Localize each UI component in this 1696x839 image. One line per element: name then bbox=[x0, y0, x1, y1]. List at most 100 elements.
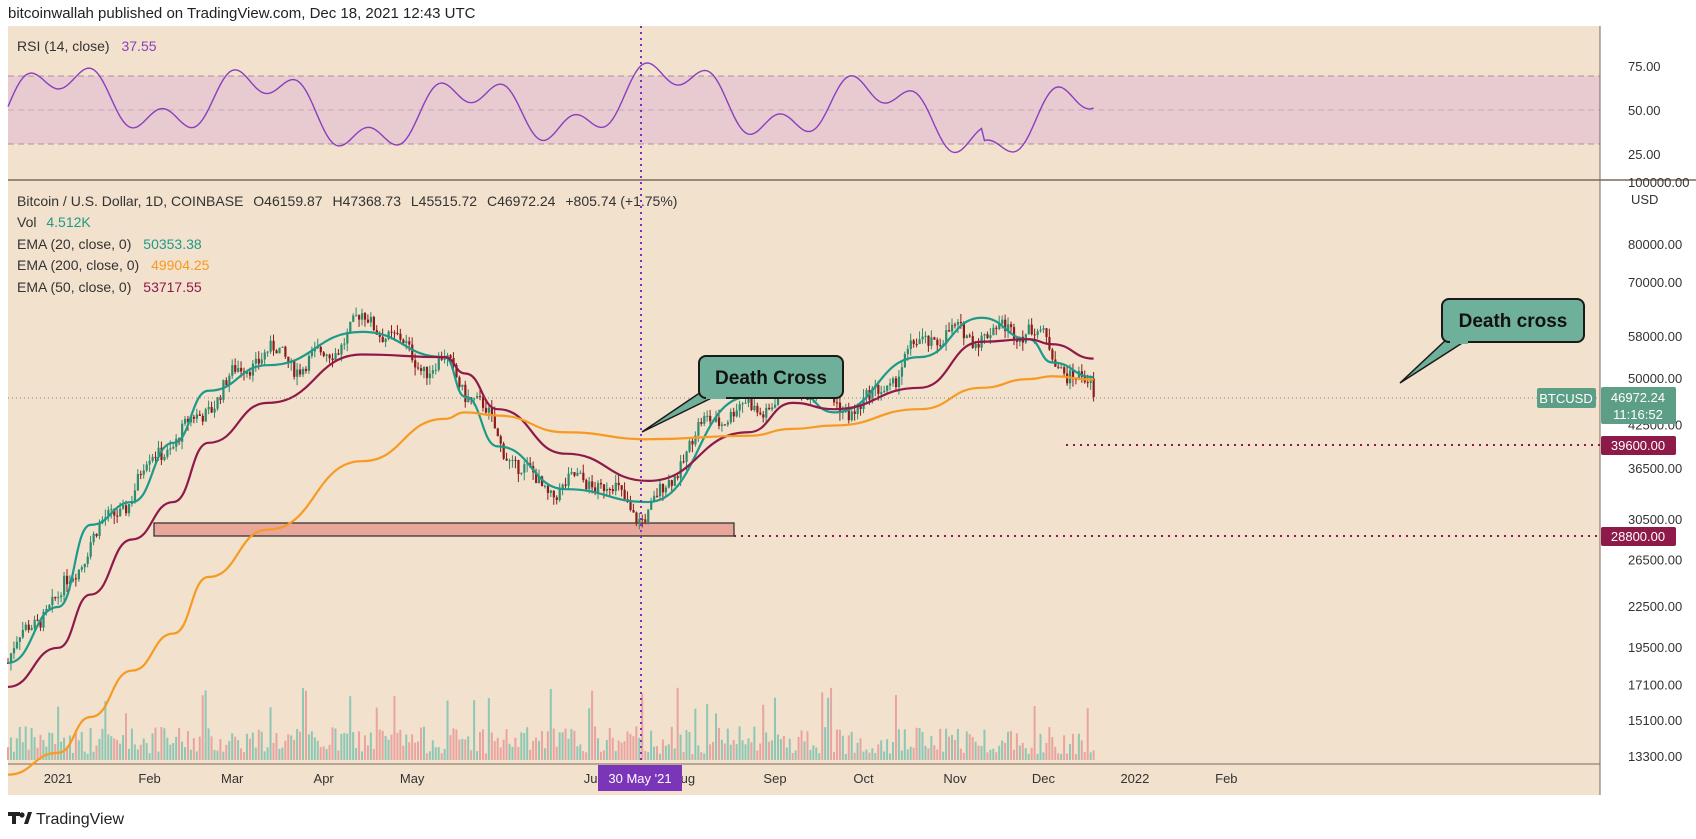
volume-bar bbox=[948, 736, 951, 760]
candle-body bbox=[302, 368, 305, 375]
candle-body bbox=[493, 414, 496, 429]
volume-bar bbox=[883, 751, 886, 760]
candle-body bbox=[900, 367, 904, 377]
volume-bar bbox=[266, 747, 269, 760]
candle-body bbox=[66, 575, 69, 585]
ema20-label: EMA (20, close, 0) bbox=[17, 236, 131, 252]
candle-body bbox=[257, 358, 260, 364]
volume-bar bbox=[302, 688, 304, 760]
candle-body bbox=[334, 353, 337, 361]
price-axis-top: 100000.00 bbox=[1628, 175, 1689, 190]
candle-body bbox=[653, 495, 656, 502]
candle-body bbox=[676, 476, 679, 479]
time-axis-label: Apr bbox=[314, 771, 335, 786]
volume-bar bbox=[797, 736, 800, 760]
rsi-axis-50: 50.00 bbox=[1628, 103, 1661, 118]
volume-bar bbox=[151, 733, 154, 760]
volume-bar bbox=[189, 749, 192, 760]
candle-body bbox=[765, 407, 768, 418]
volume-bar bbox=[936, 749, 939, 760]
candle-body bbox=[48, 605, 51, 609]
candle-body bbox=[449, 355, 452, 358]
candle-body bbox=[741, 403, 744, 405]
price-axis-label: 17100.00 bbox=[1628, 677, 1682, 692]
candle-body bbox=[420, 368, 423, 372]
volume-bar bbox=[1092, 750, 1095, 760]
time-axis-label: Dec bbox=[1032, 771, 1056, 786]
candle-body bbox=[591, 481, 594, 488]
candle-body bbox=[12, 648, 16, 654]
volume-bar bbox=[387, 739, 390, 760]
volume-bar bbox=[815, 747, 818, 760]
candle-body bbox=[184, 418, 187, 424]
ema50-value: 53717.55 bbox=[143, 279, 202, 295]
volume-bar bbox=[921, 732, 924, 760]
volume-bar bbox=[874, 753, 877, 760]
candle-body bbox=[717, 417, 721, 426]
candle-body bbox=[558, 488, 561, 500]
volume-bar bbox=[588, 708, 591, 760]
volume-bar bbox=[594, 726, 597, 760]
volume-bar bbox=[127, 748, 130, 760]
candle-body bbox=[455, 364, 458, 378]
volume-bar bbox=[753, 726, 756, 760]
volume-bar bbox=[856, 742, 859, 760]
volume-bars bbox=[7, 687, 1095, 760]
volume-bar bbox=[204, 690, 207, 760]
candle-body bbox=[1036, 331, 1039, 336]
volume-bar bbox=[517, 747, 520, 760]
volume-bar bbox=[163, 728, 166, 760]
candle-body bbox=[260, 359, 263, 364]
volume-bar bbox=[962, 752, 965, 760]
candle-body bbox=[18, 637, 21, 642]
candle-body bbox=[139, 474, 142, 476]
volume-bar bbox=[759, 743, 762, 760]
volume-bar bbox=[939, 728, 942, 760]
volume-bar bbox=[71, 752, 74, 760]
volume-bar bbox=[614, 751, 617, 760]
candle-body bbox=[237, 367, 240, 372]
candle-body bbox=[248, 371, 252, 376]
volume-bar bbox=[434, 747, 437, 760]
candle-body bbox=[859, 406, 862, 410]
volume-bar bbox=[92, 751, 95, 760]
candle-body bbox=[1027, 324, 1030, 335]
candle-body bbox=[992, 327, 995, 336]
candle-body bbox=[440, 356, 443, 360]
candle-body bbox=[254, 358, 257, 364]
volume-bar bbox=[514, 737, 517, 760]
ohlc-low: L45515.72 bbox=[411, 193, 477, 209]
volume-bar bbox=[717, 727, 720, 760]
candle-body bbox=[434, 369, 437, 371]
candle-body bbox=[181, 423, 184, 442]
volume-bar bbox=[107, 734, 110, 760]
volume-bar bbox=[965, 731, 968, 760]
candle-body bbox=[909, 340, 912, 349]
candle-body bbox=[886, 385, 889, 391]
volume-bar bbox=[647, 752, 650, 760]
candle-body bbox=[523, 464, 526, 473]
candle-body bbox=[86, 556, 89, 564]
candle-body bbox=[912, 340, 915, 344]
candle-body bbox=[918, 339, 921, 345]
volume-bar bbox=[980, 746, 983, 760]
volume-bar bbox=[644, 750, 647, 760]
volume-bar bbox=[420, 727, 422, 760]
volume-bar bbox=[774, 697, 776, 760]
volume-bar bbox=[706, 703, 709, 760]
candle-body bbox=[1010, 324, 1013, 328]
volume-bar bbox=[24, 726, 27, 760]
candle-body bbox=[63, 575, 66, 596]
candle-body bbox=[437, 356, 440, 370]
publisher-line: bitcoinwallah published on TradingView.c… bbox=[8, 5, 476, 22]
volume-bar bbox=[732, 739, 735, 760]
volume-bar bbox=[591, 690, 594, 760]
candle-body bbox=[160, 447, 163, 460]
death-cross-callout-2: Death cross bbox=[1399, 298, 1585, 384]
volume-bar bbox=[45, 746, 48, 760]
candle-body bbox=[210, 406, 213, 413]
candle-body bbox=[458, 377, 461, 387]
time-axis-label: May bbox=[400, 771, 425, 786]
candle-body bbox=[402, 339, 405, 344]
